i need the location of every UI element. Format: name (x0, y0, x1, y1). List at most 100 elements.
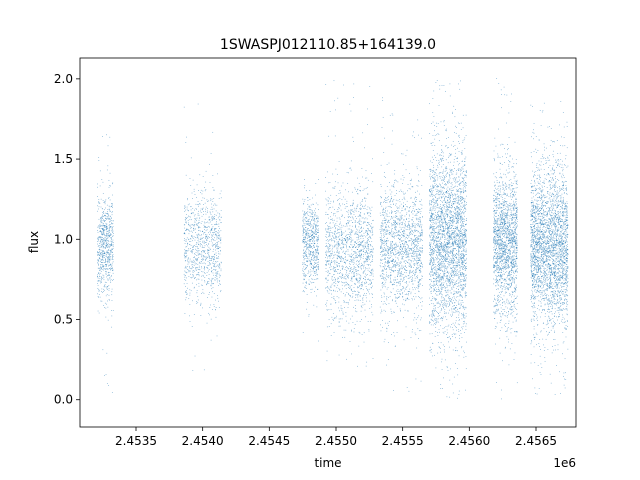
data-point (98, 225, 100, 227)
data-point (218, 276, 220, 278)
data-point (388, 262, 389, 264)
data-point (98, 260, 99, 261)
data-point (355, 216, 356, 217)
data-point (332, 319, 334, 320)
data-point (108, 274, 110, 276)
data-point (381, 244, 383, 246)
data-point (110, 240, 112, 242)
data-point (97, 293, 98, 295)
data-point (194, 277, 196, 279)
data-point (367, 288, 369, 290)
data-point (206, 275, 208, 276)
data-point (325, 236, 327, 237)
data-point (108, 240, 109, 242)
data-point (417, 224, 419, 226)
data-point (381, 205, 383, 207)
data-point (367, 257, 368, 259)
data-point (108, 268, 110, 269)
data-point (184, 253, 186, 254)
data-point (328, 274, 329, 276)
data-point (109, 185, 111, 186)
data-point (331, 297, 333, 298)
data-point (421, 266, 423, 267)
data-point (338, 238, 340, 240)
data-point (215, 224, 216, 225)
data-point (417, 288, 419, 289)
data-point (192, 264, 194, 265)
data-point (205, 242, 206, 243)
data-point (332, 276, 333, 278)
data-point (217, 266, 219, 267)
data-point (335, 228, 336, 230)
data-point (108, 186, 110, 188)
data-point (329, 247, 331, 249)
data-point (199, 253, 201, 254)
data-point (386, 200, 388, 201)
data-point (191, 192, 193, 194)
data-point (184, 224, 186, 226)
data-point (204, 273, 206, 274)
data-point (405, 272, 407, 274)
data-point (385, 206, 387, 208)
data-point (341, 226, 343, 228)
data-point (350, 256, 352, 257)
data-point (359, 294, 361, 296)
data-point (355, 252, 357, 253)
data-point (366, 288, 367, 290)
data-point (367, 227, 369, 229)
data-point (215, 252, 217, 254)
data-point (188, 229, 190, 231)
data-point (354, 257, 356, 258)
data-point (106, 213, 108, 215)
data-point (107, 252, 109, 254)
data-point (329, 203, 331, 204)
data-point (111, 239, 112, 240)
data-point (338, 354, 340, 356)
data-point (220, 291, 221, 293)
data-point (355, 210, 357, 212)
data-point (100, 255, 101, 257)
data-point (329, 236, 331, 238)
data-point (333, 285, 335, 287)
data-point (336, 296, 338, 297)
data-point (108, 274, 109, 276)
data-point (219, 280, 221, 281)
data-point (397, 288, 399, 290)
data-point (416, 257, 417, 259)
data-point (204, 250, 206, 251)
data-point (351, 315, 353, 317)
data-point (333, 267, 334, 269)
data-point (304, 214, 306, 216)
data-point (371, 311, 373, 313)
data-point (413, 250, 414, 251)
data-point (216, 274, 218, 276)
data-point (357, 229, 359, 231)
data-point (109, 228, 110, 230)
data-point (360, 212, 362, 213)
data-point (306, 235, 308, 236)
data-point (402, 210, 404, 211)
data-point (351, 278, 352, 280)
data-point (368, 246, 369, 248)
data-point (397, 217, 399, 219)
data-point (338, 263, 340, 264)
data-point (329, 207, 331, 208)
data-point (112, 254, 114, 255)
data-point (307, 245, 309, 247)
data-point (367, 252, 368, 254)
data-point (420, 265, 421, 266)
data-point (381, 301, 383, 302)
data-point (213, 260, 214, 262)
data-point (303, 228, 305, 230)
data-point (343, 232, 345, 234)
data-point (211, 219, 213, 221)
data-point (361, 286, 363, 287)
data-point (416, 237, 418, 239)
data-point (399, 282, 401, 284)
data-point (187, 257, 189, 259)
data-point (406, 206, 408, 208)
data-point (111, 268, 112, 269)
data-point (391, 241, 393, 242)
data-point (354, 305, 356, 306)
data-point (204, 267, 205, 269)
